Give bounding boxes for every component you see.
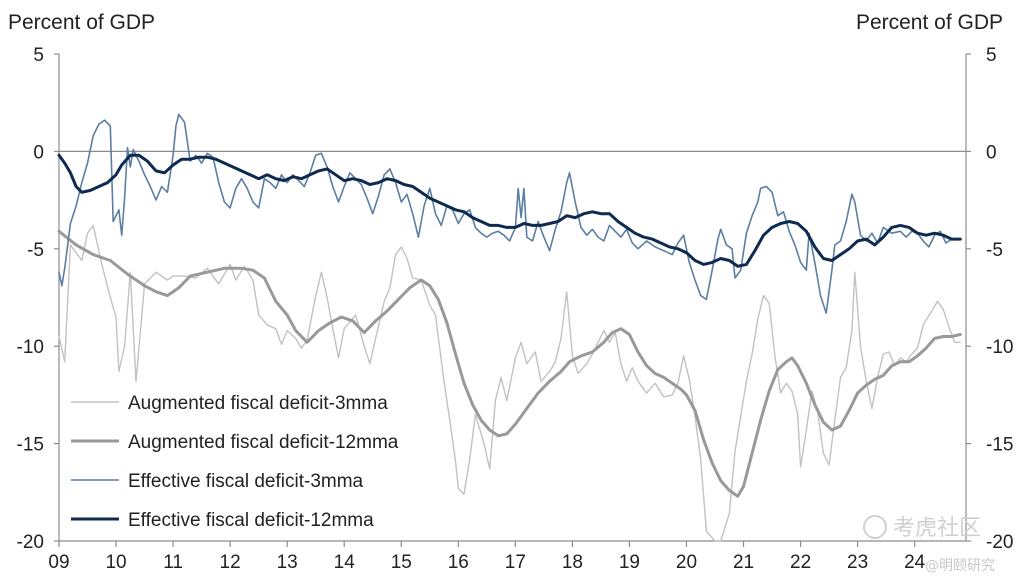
series-line-4 bbox=[57, 153, 962, 268]
legend-label-3: Effective fiscal deficit-3mma bbox=[128, 471, 364, 492]
x-tick-label: 22 bbox=[790, 552, 811, 573]
y-axis-title-left: Percent of GDP bbox=[8, 11, 155, 34]
x-tick-label: 16 bbox=[448, 552, 469, 573]
watermark: 考虎社区 @明颐研究 bbox=[863, 515, 995, 574]
x-tick-label: 24 bbox=[904, 552, 926, 573]
x-tick-label: 12 bbox=[220, 552, 241, 573]
y-tick-label-right: 5 bbox=[986, 45, 997, 66]
watermark-sub: @明颐研究 bbox=[925, 558, 995, 574]
y-tick-label-right: -15 bbox=[986, 435, 1013, 456]
x-axis: 09 10 11 12 13 14 15 16 17 18 19 20 21 22 23 24 bbox=[48, 541, 926, 573]
y-tick-label-left: -5 bbox=[27, 240, 44, 261]
series-line-3 bbox=[58, 113, 962, 314]
y-tick-label-right: 0 bbox=[986, 142, 997, 163]
series-line-1 bbox=[58, 224, 961, 542]
y-tick-label-right: -5 bbox=[986, 240, 1003, 261]
series-line-2 bbox=[57, 229, 962, 498]
legend-label-4: Effective fiscal deficit-12mma bbox=[128, 510, 374, 531]
y-tick-label-left: -15 bbox=[17, 435, 44, 456]
y-tick-label-right: -10 bbox=[986, 337, 1013, 358]
chart-frame bbox=[58, 54, 967, 542]
x-tick-label: 13 bbox=[277, 552, 298, 573]
legend-label-1: Augmented fiscal deficit-3mma bbox=[128, 393, 388, 414]
x-tick-label: 09 bbox=[48, 552, 69, 573]
y-tick-label-right: -20 bbox=[986, 532, 1013, 553]
x-tick-label: 17 bbox=[505, 552, 526, 573]
y-axis-right: 5 0 -5 -10 -15 -20 bbox=[966, 45, 1013, 553]
x-tick-label: 11 bbox=[163, 552, 183, 573]
legend: Augmented fiscal deficit-3mma Augmented f… bbox=[71, 393, 399, 531]
x-tick-label: 10 bbox=[105, 552, 126, 573]
y-tick-label-left: -20 bbox=[17, 532, 44, 553]
x-tick-label: 21 bbox=[733, 552, 754, 573]
x-tick-label: 18 bbox=[562, 552, 583, 573]
y-tick-label-left: 5 bbox=[33, 45, 44, 66]
x-tick-label: 19 bbox=[619, 552, 640, 573]
legend-label-2: Augmented fiscal deficit-12mma bbox=[128, 432, 399, 453]
watermark-main: 考虎社区 bbox=[893, 516, 981, 541]
series-layer bbox=[57, 113, 962, 542]
y-tick-label-left: 0 bbox=[33, 142, 44, 163]
y-tick-label-left: -10 bbox=[17, 337, 44, 358]
x-tick-label: 14 bbox=[334, 552, 356, 573]
x-tick-label: 15 bbox=[391, 552, 412, 573]
y-axis-title-right: Percent of GDP bbox=[856, 11, 1003, 34]
x-tick-label: 20 bbox=[676, 552, 697, 573]
x-tick-label: 23 bbox=[847, 552, 868, 573]
y-axis-left: 5 0 -5 -10 -15 -20 bbox=[17, 45, 59, 553]
watermark-logo-icon bbox=[863, 515, 887, 539]
